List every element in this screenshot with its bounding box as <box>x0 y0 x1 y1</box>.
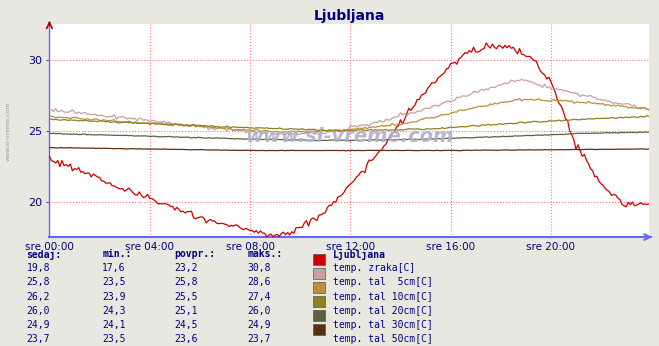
Text: 25,8: 25,8 <box>175 277 198 288</box>
Text: 23,9: 23,9 <box>102 291 126 301</box>
Text: 24,1: 24,1 <box>102 320 126 329</box>
Text: sedaj:: sedaj: <box>26 249 61 261</box>
Text: 25,8: 25,8 <box>26 277 50 288</box>
Text: 24,9: 24,9 <box>247 320 271 329</box>
Text: 24,3: 24,3 <box>102 306 126 316</box>
Text: povpr.:: povpr.: <box>175 249 215 260</box>
Text: 26,2: 26,2 <box>26 291 50 301</box>
Text: temp. tal 30cm[C]: temp. tal 30cm[C] <box>333 320 433 329</box>
Text: Ljubljana: Ljubljana <box>333 249 386 261</box>
Text: 27,4: 27,4 <box>247 291 271 301</box>
Text: temp. zraka[C]: temp. zraka[C] <box>333 264 415 273</box>
Bar <box>313 324 325 335</box>
Text: 25,5: 25,5 <box>175 291 198 301</box>
Text: 23,6: 23,6 <box>175 334 198 344</box>
Text: 17,6: 17,6 <box>102 264 126 273</box>
Text: min.:: min.: <box>102 249 132 260</box>
Title: Ljubljana: Ljubljana <box>314 9 385 23</box>
Text: 25,1: 25,1 <box>175 306 198 316</box>
Text: maks.:: maks.: <box>247 249 282 260</box>
Text: 30,8: 30,8 <box>247 264 271 273</box>
Text: 26,0: 26,0 <box>26 306 50 316</box>
Bar <box>313 268 325 279</box>
Text: 24,9: 24,9 <box>26 320 50 329</box>
Text: 19,8: 19,8 <box>26 264 50 273</box>
Text: temp. tal 10cm[C]: temp. tal 10cm[C] <box>333 291 433 301</box>
Text: 23,5: 23,5 <box>102 277 126 288</box>
Text: www.si-vreme.com: www.si-vreme.com <box>5 102 11 161</box>
Text: 23,5: 23,5 <box>102 334 126 344</box>
Text: 24,5: 24,5 <box>175 320 198 329</box>
Text: temp. tal 50cm[C]: temp. tal 50cm[C] <box>333 334 433 344</box>
Text: temp. tal  5cm[C]: temp. tal 5cm[C] <box>333 277 433 288</box>
Text: 23,7: 23,7 <box>26 334 50 344</box>
Bar <box>313 254 325 264</box>
Text: www.si-vreme.com: www.si-vreme.com <box>245 127 453 146</box>
Text: 26,0: 26,0 <box>247 306 271 316</box>
Text: 23,7: 23,7 <box>247 334 271 344</box>
Text: 23,2: 23,2 <box>175 264 198 273</box>
Bar <box>313 296 325 307</box>
Bar <box>313 310 325 320</box>
Text: temp. tal 20cm[C]: temp. tal 20cm[C] <box>333 306 433 316</box>
Text: 28,6: 28,6 <box>247 277 271 288</box>
Bar <box>313 282 325 293</box>
